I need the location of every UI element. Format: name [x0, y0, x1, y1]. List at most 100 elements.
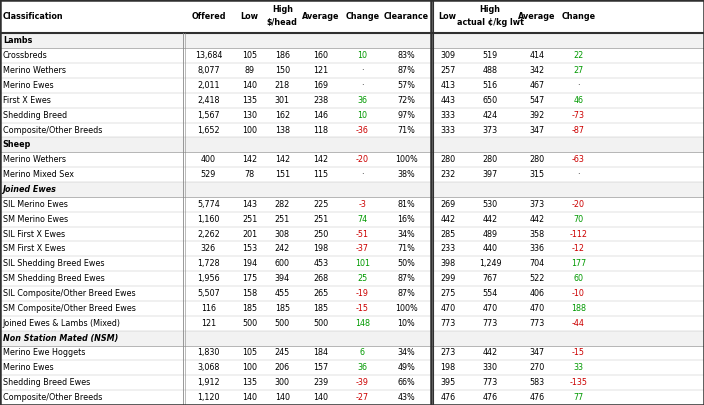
Text: 280: 280: [440, 155, 455, 164]
Text: 442: 442: [482, 215, 498, 224]
Bar: [0, 375, 704, 390]
Text: 36: 36: [357, 363, 367, 372]
Bar: [0, 167, 704, 182]
Text: 6: 6: [360, 348, 365, 358]
Text: Merino Wethers: Merino Wethers: [3, 155, 65, 164]
Text: actual ¢/kg lwt: actual ¢/kg lwt: [457, 18, 523, 28]
Text: 43%: 43%: [397, 393, 415, 402]
Text: 301: 301: [275, 96, 290, 105]
Text: 358: 358: [529, 230, 545, 239]
Text: 142: 142: [313, 155, 329, 164]
Text: 442: 442: [440, 215, 455, 224]
Bar: [0, 78, 704, 93]
Text: 2,262: 2,262: [197, 230, 220, 239]
Text: 89: 89: [244, 66, 255, 75]
Text: Non Station Mated (NSM): Non Station Mated (NSM): [3, 334, 118, 343]
Text: -3: -3: [358, 200, 366, 209]
Text: 392: 392: [529, 111, 545, 119]
Text: 453: 453: [313, 259, 329, 268]
Text: -36: -36: [356, 126, 369, 134]
Text: 140: 140: [242, 81, 257, 90]
Text: 500: 500: [242, 319, 257, 328]
Text: 25: 25: [357, 274, 367, 283]
Text: 600: 600: [275, 259, 290, 268]
Text: 269: 269: [440, 200, 455, 209]
Text: 115: 115: [313, 170, 329, 179]
Text: 1,652: 1,652: [197, 126, 220, 134]
Text: 34%: 34%: [397, 230, 415, 239]
Text: 1,567: 1,567: [197, 111, 220, 119]
Text: 1,728: 1,728: [197, 259, 220, 268]
Text: 239: 239: [313, 378, 329, 387]
Text: 16%: 16%: [397, 215, 415, 224]
Text: 160: 160: [313, 51, 329, 60]
Text: 529: 529: [201, 170, 216, 179]
Text: 704: 704: [529, 259, 545, 268]
Text: Joined Ewes: Joined Ewes: [3, 185, 57, 194]
Text: 146: 146: [313, 111, 329, 119]
Text: -44: -44: [572, 319, 585, 328]
Text: 198: 198: [440, 363, 455, 372]
Text: 455: 455: [275, 289, 290, 298]
Bar: [0, 152, 704, 167]
Text: 74: 74: [357, 215, 367, 224]
Text: 233: 233: [440, 245, 455, 254]
Text: 5,774: 5,774: [197, 200, 220, 209]
Text: 140: 140: [242, 393, 257, 402]
Text: Shedding Breed Ewes: Shedding Breed Ewes: [3, 378, 90, 387]
Text: 547: 547: [529, 96, 545, 105]
Bar: [0, 345, 704, 360]
Text: 36: 36: [357, 96, 367, 105]
Text: 100: 100: [242, 363, 257, 372]
Text: 489: 489: [482, 230, 498, 239]
Text: 158: 158: [242, 289, 257, 298]
Bar: [0, 108, 704, 123]
Text: 8,077: 8,077: [197, 66, 220, 75]
Bar: [0, 182, 704, 197]
Text: 336: 336: [529, 245, 545, 254]
Text: 33: 33: [573, 363, 584, 372]
Text: 285: 285: [440, 230, 455, 239]
Text: 97%: 97%: [397, 111, 415, 119]
Text: 186: 186: [275, 51, 290, 60]
Text: 49%: 49%: [397, 363, 415, 372]
Text: 347: 347: [529, 126, 545, 134]
Text: 476: 476: [482, 393, 498, 402]
Text: 194: 194: [242, 259, 257, 268]
Text: Average: Average: [518, 12, 556, 21]
Text: -10: -10: [572, 289, 585, 298]
Text: Shedding Breed: Shedding Breed: [3, 111, 67, 119]
Text: Crossbreds: Crossbreds: [3, 51, 48, 60]
Text: SIL Composite/Other Breed Ewes: SIL Composite/Other Breed Ewes: [3, 289, 135, 298]
Text: 476: 476: [529, 393, 545, 402]
Text: 101: 101: [355, 259, 370, 268]
Text: 238: 238: [313, 96, 329, 105]
Bar: [0, 0, 704, 33]
Text: 121: 121: [313, 66, 329, 75]
Text: 265: 265: [313, 289, 329, 298]
Text: 516: 516: [482, 81, 498, 90]
Text: 500: 500: [313, 319, 329, 328]
Text: 50%: 50%: [397, 259, 415, 268]
Text: -12: -12: [572, 245, 585, 254]
Text: 1,912: 1,912: [197, 378, 220, 387]
Text: SIL Merino Ewes: SIL Merino Ewes: [3, 200, 68, 209]
Bar: [0, 360, 704, 375]
Text: ·: ·: [361, 170, 363, 179]
Text: 554: 554: [482, 289, 498, 298]
Text: 467: 467: [529, 81, 545, 90]
Text: 184: 184: [313, 348, 329, 358]
Text: 135: 135: [242, 96, 257, 105]
Text: 406: 406: [529, 289, 545, 298]
Text: Merino Ewes: Merino Ewes: [3, 81, 54, 90]
Bar: [0, 390, 704, 405]
Text: Joined Ewes & Lambs (Mixed): Joined Ewes & Lambs (Mixed): [3, 319, 121, 328]
Text: SM Shedding Breed Ewes: SM Shedding Breed Ewes: [3, 274, 105, 283]
Text: 280: 280: [529, 155, 545, 164]
Text: 398: 398: [440, 259, 455, 268]
Text: -19: -19: [356, 289, 369, 298]
Text: 488: 488: [482, 66, 498, 75]
Text: 66%: 66%: [397, 378, 415, 387]
Text: 185: 185: [313, 304, 329, 313]
Text: 308: 308: [275, 230, 290, 239]
